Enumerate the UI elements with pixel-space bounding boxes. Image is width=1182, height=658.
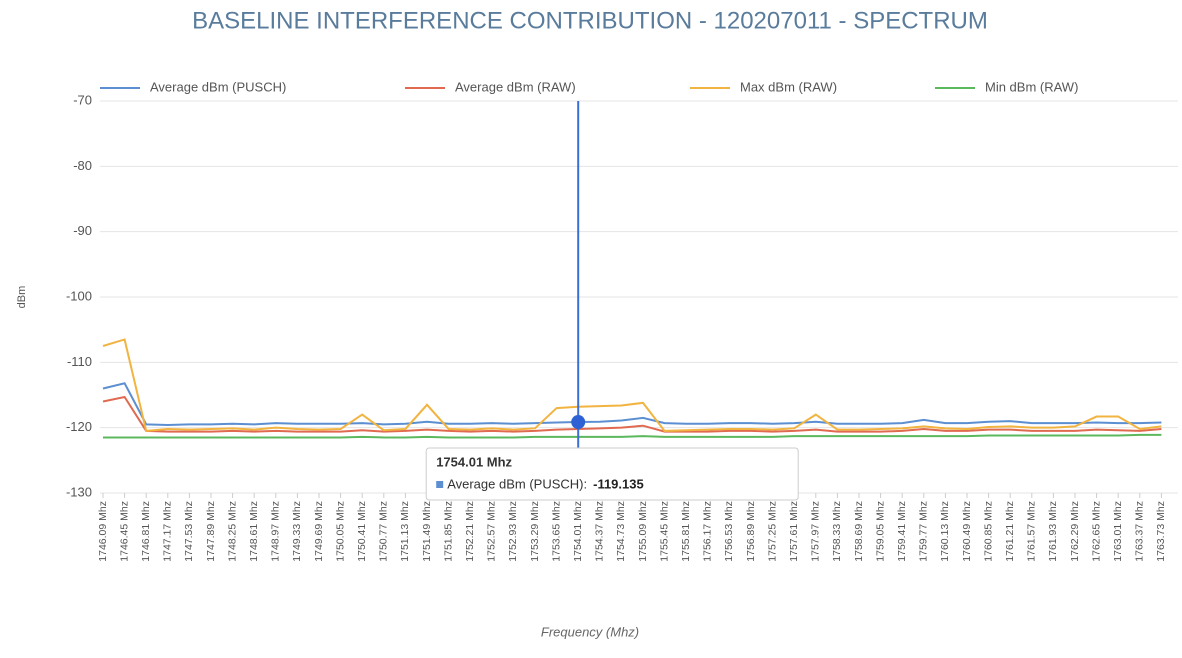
x-tick-label: 1747.17 Mhz: [162, 501, 174, 562]
legend-label: Average dBm (PUSCH): [150, 79, 286, 94]
x-tick-label: 1748.97 Mhz: [270, 501, 282, 562]
x-tick-label: 1755.45 Mhz: [658, 501, 670, 562]
y-tick-label: -120: [66, 419, 92, 434]
x-tick-label: 1751.49 Mhz: [421, 501, 433, 562]
y-tick-label: -90: [73, 223, 92, 238]
x-tick-label: 1748.61 Mhz: [248, 501, 260, 562]
series-line: [102, 382, 1162, 427]
x-tick-label: 1763.01 Mhz: [1112, 501, 1124, 562]
y-tick-label: -100: [66, 288, 92, 303]
tooltip-label: Average dBm (PUSCH):: [447, 476, 587, 491]
x-tick-label: 1753.29 Mhz: [529, 501, 541, 562]
x-tick-label: 1748.25 Mhz: [226, 501, 238, 562]
x-tick-label: 1755.81 Mhz: [680, 501, 692, 562]
tooltip-value: -119.135: [593, 476, 644, 491]
series-line: [102, 395, 1162, 433]
x-tick-label: 1757.61 Mhz: [788, 501, 800, 562]
x-tick-label: 1759.05 Mhz: [874, 501, 886, 562]
x-tick-label: 1751.13 Mhz: [399, 501, 411, 562]
x-tick-label: 1754.37 Mhz: [594, 501, 606, 562]
x-tick-label: 1750.77 Mhz: [378, 501, 390, 562]
x-tick-label: 1749.33 Mhz: [291, 501, 303, 562]
tooltip-swatch: [436, 481, 444, 488]
tooltip-title: 1754.01 Mhz: [436, 454, 512, 469]
x-tick-label: 1752.21 Mhz: [464, 501, 476, 562]
x-tick-label: 1756.89 Mhz: [745, 501, 757, 562]
y-tick-label: -130: [66, 484, 92, 499]
x-tick-label: 1752.57 Mhz: [486, 501, 498, 562]
x-tick-label: 1751.85 Mhz: [442, 501, 454, 562]
x-tick-label: 1758.69 Mhz: [853, 501, 865, 562]
x-tick-label: 1763.37 Mhz: [1134, 501, 1146, 562]
x-tick-label: 1746.45 Mhz: [118, 501, 130, 562]
x-tick-label: 1759.77 Mhz: [918, 501, 930, 562]
hover-point: [571, 415, 586, 430]
tooltip-box: [425, 447, 799, 501]
series-line: [102, 338, 1162, 433]
legend-label: Max dBm (RAW): [740, 79, 837, 94]
legend-label: Min dBm (RAW): [985, 79, 1078, 94]
x-tick-label: 1750.41 Mhz: [356, 501, 368, 562]
tooltip: 1754.01 Mhz Average dBm (PUSCH): -119.135: [425, 447, 799, 501]
series-line: [103, 433, 1162, 439]
x-tick-label: 1761.21 Mhz: [1004, 501, 1016, 562]
y-tick-label: -80: [73, 158, 92, 173]
x-tick-label: 1760.49 Mhz: [961, 501, 973, 562]
x-tick-label: 1762.65 Mhz: [1090, 501, 1102, 562]
x-tick-label: 1763.73 Mhz: [1155, 501, 1167, 562]
x-tick-label: 1757.97 Mhz: [810, 501, 822, 562]
y-tick-label: -70: [73, 92, 92, 107]
x-tick-label: 1760.85 Mhz: [982, 501, 994, 562]
x-tick-label: 1762.29 Mhz: [1069, 501, 1081, 562]
x-tick-label: 1747.89 Mhz: [205, 501, 217, 562]
x-tick-label: 1757.25 Mhz: [766, 501, 778, 562]
x-tick-label: 1749.69 Mhz: [313, 501, 325, 562]
x-tick-label: 1753.65 Mhz: [550, 501, 562, 562]
x-tick-label: 1746.81 Mhz: [140, 501, 152, 562]
x-tick-label: 1756.17 Mhz: [702, 501, 714, 562]
x-tick-label: 1760.13 Mhz: [939, 501, 951, 562]
x-tick-label: 1754.73 Mhz: [615, 501, 627, 562]
chart-title: BASELINE INTERFERENCE CONTRIBUTION - 120…: [192, 7, 988, 34]
y-axis-title: dBm: [16, 286, 28, 309]
x-tick-label: 1761.93 Mhz: [1047, 501, 1059, 562]
x-tick-label: 1750.05 Mhz: [334, 501, 346, 562]
x-tick-label: 1754.01 Mhz: [572, 501, 584, 562]
x-tick-label: 1756.53 Mhz: [723, 501, 735, 562]
y-tick-label: -110: [67, 354, 92, 369]
x-axis-title: Frequency (Mhz): [541, 624, 639, 639]
x-tick-label: 1761.57 Mhz: [1026, 501, 1038, 562]
x-tick-label: 1755.09 Mhz: [637, 501, 649, 562]
x-tick-label: 1747.53 Mhz: [183, 501, 195, 562]
x-tick-label: 1746.09 Mhz: [97, 501, 109, 562]
x-tick-label: 1758.33 Mhz: [831, 501, 843, 562]
legend-label: Average dBm (RAW): [455, 79, 576, 94]
x-tick-label: 1759.41 Mhz: [896, 501, 908, 562]
x-tick-label: 1752.93 Mhz: [507, 501, 519, 562]
